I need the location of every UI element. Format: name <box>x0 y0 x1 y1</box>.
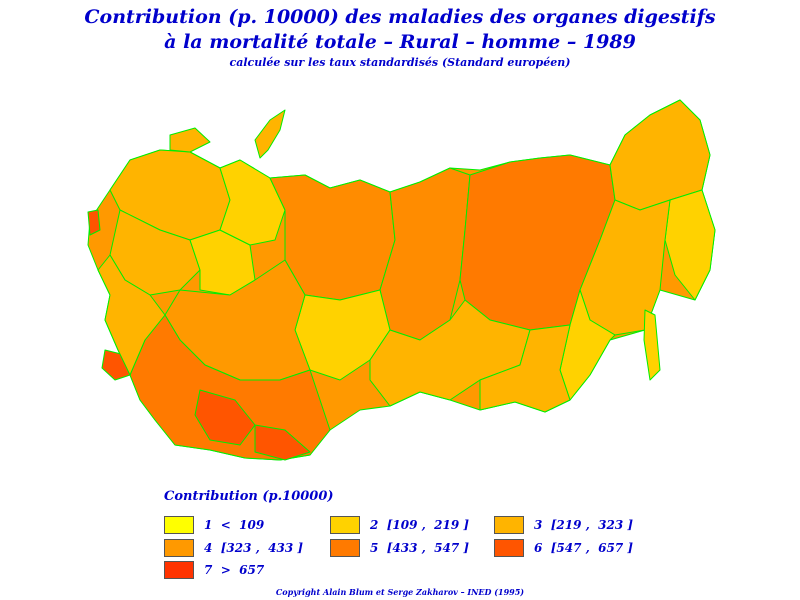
legend-label: 1 < 109 <box>204 518 265 532</box>
legend-label: 2 [109 , 219 ] <box>370 518 470 532</box>
region-krasnoyarsk <box>379 167 471 341</box>
region-baltic <box>87 209 101 236</box>
region-kola <box>169 127 211 153</box>
legend-swatch <box>164 539 194 557</box>
legend-swatch <box>494 539 524 557</box>
region-central-asia <box>129 314 331 461</box>
legend-item-5: 5 [433 , 547 ] <box>330 538 469 558</box>
legend-item-7: 7 > 657 <box>164 560 264 580</box>
legend-label: 7 > 657 <box>204 563 265 577</box>
legend-item-1: 1 < 109 <box>164 515 264 535</box>
legend-label: 5 [433 , 547 ] <box>370 541 470 555</box>
map-title: Contribution (p. 10000) des maladies des… <box>84 6 716 28</box>
legend-swatch <box>164 516 194 534</box>
map-caption: calculée sur les taux standardisés (Stan… <box>229 56 571 69</box>
region-urals <box>219 159 286 246</box>
legend-label: 6 [547 , 657 ] <box>534 541 634 555</box>
legend-swatch <box>330 516 360 534</box>
region-chita <box>479 324 571 413</box>
legend-label: 4 [323 , 433 ] <box>204 541 304 555</box>
region-tajikistan <box>254 424 311 461</box>
region-sakhalin <box>643 309 661 381</box>
legend-item-4: 4 [323 , 433 ] <box>164 538 303 558</box>
region-uzbekistan <box>194 389 256 446</box>
legend-swatch <box>164 561 194 579</box>
map-subtitle: à la mortalité totale – Rural – homme – … <box>164 31 636 53</box>
choropleth-map <box>87 99 716 461</box>
legend-item-3: 3 [219 , 323 ] <box>494 515 633 535</box>
region-kamchatka <box>664 189 716 301</box>
region-novaya-zemlya <box>254 109 286 159</box>
legend-item-2: 2 [109 , 219 ] <box>330 515 469 535</box>
legend-title: Contribution (p.10000) <box>164 489 334 504</box>
legend-label: 3 [219 , 323 ] <box>534 518 634 532</box>
legend-swatch <box>330 539 360 557</box>
copyright-note: Copyright Alain Blum et Serge Zakharov –… <box>275 587 525 597</box>
legend-swatch <box>494 516 524 534</box>
region-ukraine <box>97 254 166 376</box>
legend-item-6: 6 [547 , 657 ] <box>494 538 633 558</box>
